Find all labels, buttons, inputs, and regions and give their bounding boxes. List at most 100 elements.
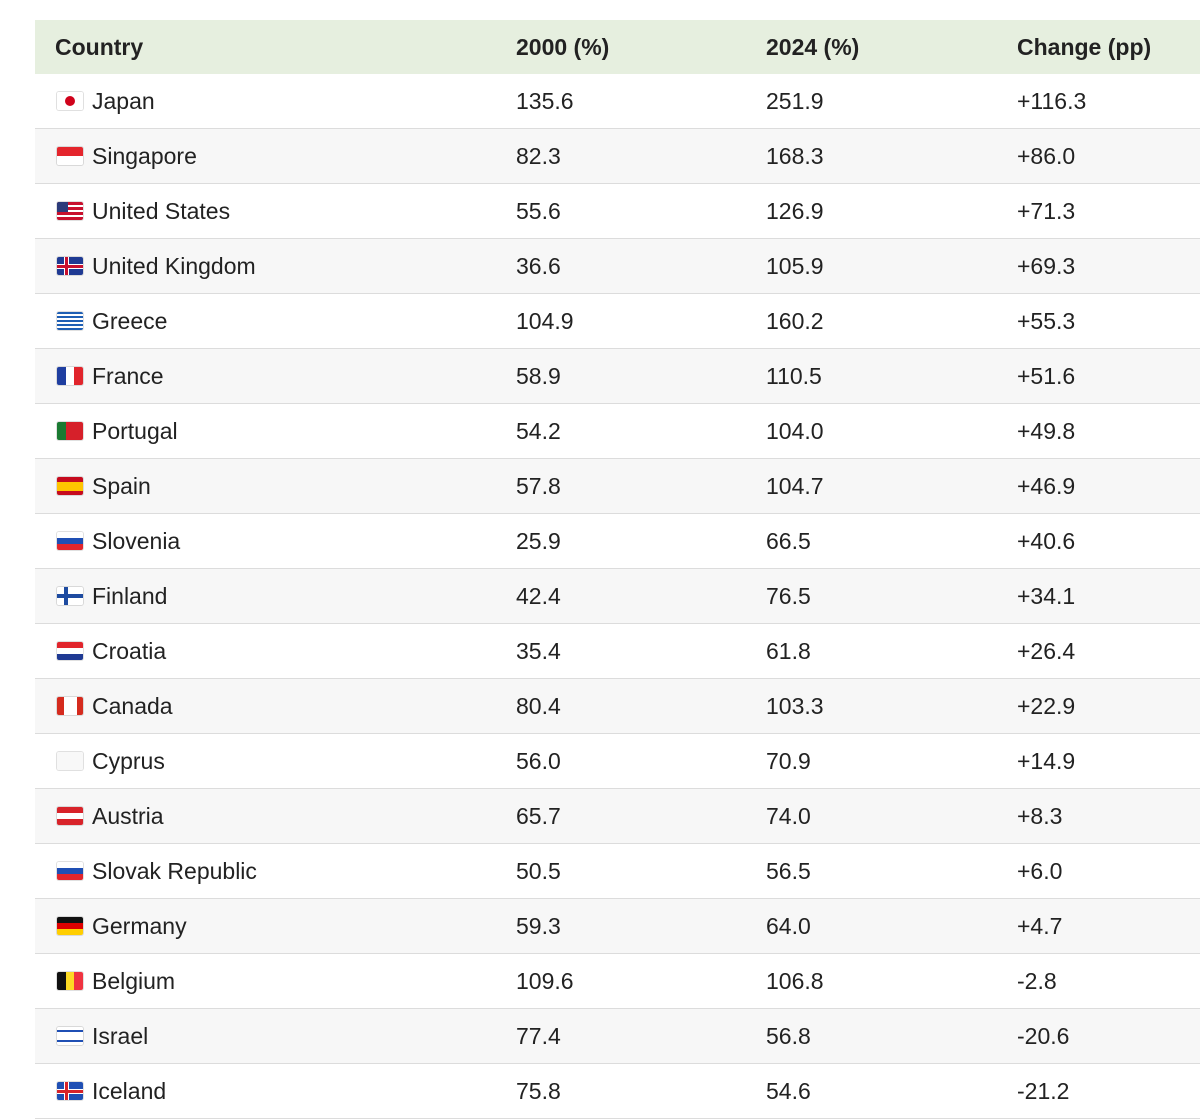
table-row: United States 55.6 126.9 +71.3 [35, 184, 1200, 239]
flag-icon [57, 532, 83, 550]
value-cell: 56.5 [766, 858, 811, 884]
country-name: Greece [92, 308, 168, 334]
table-row: France 58.9 110.5 +51.6 [35, 349, 1200, 404]
flag-icon [57, 1082, 83, 1100]
value-cell: 42.4 [516, 583, 561, 609]
value-cell: 110.5 [766, 363, 822, 389]
country-name: Belgium [92, 968, 176, 994]
table-row: Cyprus 56.0 70.9 +14.9 [35, 734, 1200, 789]
flag-icon [57, 147, 83, 165]
country-name: Israel [92, 1023, 149, 1049]
table-row: Greece 104.9 160.2 +55.3 [35, 294, 1200, 349]
value-cell: +116.3 [1017, 88, 1087, 114]
value-cell: +14.9 [1017, 748, 1076, 774]
value-cell: 105.9 [766, 253, 824, 279]
country-name: Japan [92, 88, 155, 114]
value-cell: 64.0 [766, 913, 811, 939]
country-name: Slovenia [92, 528, 181, 554]
country-name: Slovak Republic [92, 858, 257, 884]
value-cell: 50.5 [516, 858, 561, 884]
value-cell: 65.7 [516, 803, 561, 829]
value-cell: +86.0 [1017, 143, 1076, 169]
flag-icon [57, 257, 83, 275]
value-cell: 104.7 [766, 473, 824, 499]
country-name: Portugal [92, 418, 178, 444]
table-row: Japan 135.6 251.9 +116.3 [35, 74, 1200, 129]
table-row: Canada 80.4 103.3 +22.9 [35, 679, 1200, 734]
value-cell: +69.3 [1017, 253, 1076, 279]
header-row: Country 2000 (%) 2024 (%) Change (pp) [35, 20, 1200, 74]
value-cell: 74.0 [766, 803, 811, 829]
table-row: Israel 77.4 56.8 -20.6 [35, 1009, 1200, 1064]
value-cell: +51.6 [1017, 363, 1076, 389]
value-cell: 58.9 [516, 363, 561, 389]
table-row: United Kingdom 36.6 105.9 +69.3 [35, 239, 1200, 294]
value-cell: 36.6 [516, 253, 561, 279]
value-cell: 82.3 [516, 143, 561, 169]
value-cell: 70.9 [766, 748, 811, 774]
table-row: Portugal 54.2 104.0 +49.8 [35, 404, 1200, 459]
value-cell: +46.9 [1017, 473, 1076, 499]
header-cell: Country [55, 34, 144, 60]
value-cell: 103.3 [766, 693, 824, 719]
value-cell: +34.1 [1017, 583, 1076, 609]
table-row: Iceland 75.8 54.6 -21.2 [35, 1064, 1200, 1119]
value-cell: 57.8 [516, 473, 561, 499]
value-cell: 35.4 [516, 638, 561, 664]
header-cell: 2024 (%) [766, 34, 860, 60]
flag-icon [57, 312, 83, 330]
value-cell: 61.8 [766, 638, 811, 664]
header-cell: 2000 (%) [516, 34, 610, 60]
country-name: United States [92, 198, 231, 224]
flag-icon [57, 1027, 83, 1045]
country-name: Singapore [92, 143, 197, 169]
table-row: Slovenia 25.9 66.5 +40.6 [35, 514, 1200, 569]
flag-icon [57, 807, 83, 825]
table-row: Belgium 109.6 106.8 -2.8 [35, 954, 1200, 1009]
value-cell: 126.9 [766, 198, 824, 224]
value-cell: 66.5 [766, 528, 811, 554]
table-row: Germany 59.3 64.0 +4.7 [35, 899, 1200, 954]
value-cell: 109.6 [516, 968, 574, 994]
country-name: Spain [92, 473, 151, 499]
table-row: Croatia 35.4 61.8 +26.4 [35, 624, 1200, 679]
country-name: Iceland [92, 1078, 167, 1104]
value-cell: +26.4 [1017, 638, 1076, 664]
value-cell: +71.3 [1017, 198, 1076, 224]
value-cell: +4.7 [1017, 913, 1063, 939]
value-cell: -2.8 [1017, 968, 1057, 994]
country-name: Austria [92, 803, 164, 829]
flag-icon [57, 367, 83, 385]
value-cell: +49.8 [1017, 418, 1076, 444]
value-cell: +8.3 [1017, 803, 1063, 829]
flag-icon [57, 752, 83, 770]
value-cell: 59.3 [516, 913, 561, 939]
flag-icon [57, 917, 83, 935]
value-cell: 104.9 [516, 308, 574, 334]
value-cell: 251.9 [766, 88, 824, 114]
flag-icon [57, 642, 83, 660]
value-cell: +40.6 [1017, 528, 1076, 554]
value-cell: 76.5 [766, 583, 811, 609]
flag-icon [57, 202, 83, 220]
flag-icon [57, 422, 83, 440]
header-cell: Change (pp) [1017, 34, 1152, 60]
flag-icon [57, 92, 83, 110]
flag-icon [57, 697, 83, 715]
value-cell: +22.9 [1017, 693, 1076, 719]
value-cell: +6.0 [1017, 858, 1063, 884]
value-cell: 55.6 [516, 198, 561, 224]
value-cell: 160.2 [766, 308, 824, 334]
country-name: France [92, 363, 164, 389]
country-name: United Kingdom [92, 253, 256, 279]
value-cell: 104.0 [766, 418, 824, 444]
country-name: Cyprus [92, 748, 165, 774]
value-cell: 54.2 [516, 418, 561, 444]
value-cell: +55.3 [1017, 308, 1076, 334]
country-name: Germany [92, 913, 187, 939]
value-cell: 106.8 [766, 968, 824, 994]
value-cell: 168.3 [766, 143, 824, 169]
table-row: Spain 57.8 104.7 +46.9 [35, 459, 1200, 514]
value-cell: 25.9 [516, 528, 561, 554]
